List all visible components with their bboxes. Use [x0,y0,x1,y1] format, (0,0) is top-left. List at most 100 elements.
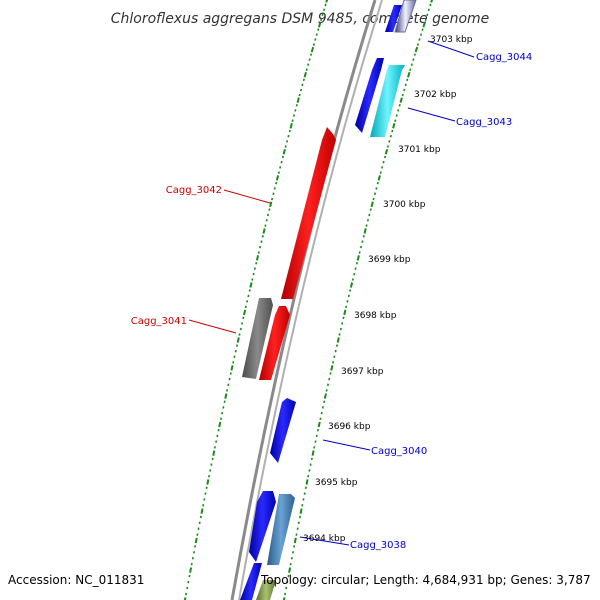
gene-label-cagg-3042[interactable]: Cagg_3042 [166,185,222,196]
outer-ring-tick [375,187,378,190]
leader-cagg-3042 [223,189,271,204]
inner-ring-tick [251,278,254,281]
scale-label-3697: 3697 kbp [341,367,384,377]
outer-ring-tick [369,208,372,211]
feature-cagg-3043[interactable] [370,65,405,137]
inner-ring-tick [269,201,273,208]
inner-ring-tick [275,175,280,181]
inner-ring-tick [307,63,310,66]
outer-ring-tick [288,567,292,573]
inner-ring-tick [218,421,222,428]
outer-ring-tick [353,272,356,276]
outer-ring-tick [354,267,357,270]
outer-ring-tick [407,71,411,78]
gene-label-cagg-3044[interactable]: Cagg_3044 [476,52,532,63]
inner-ring-tick [298,93,301,97]
gene-label-cagg-3041[interactable]: Cagg_3041 [131,316,187,327]
scale-label-3703: 3703 kbp [430,35,473,45]
feature-cagg-3042[interactable] [281,127,336,299]
inner-ring-tick [279,166,282,169]
outer-ring-tick [317,421,321,428]
outer-ring-tick [384,148,389,155]
outer-ring-tick [323,393,327,399]
inner-ring-tick [291,119,294,122]
feature-cagg-3041[interactable] [259,306,290,380]
outer-ring-tick [345,305,348,309]
outer-ring-tick [426,13,429,17]
outer-ring-tick [403,88,406,92]
inner-ring-tick [255,262,258,265]
inner-ring-tick [317,21,322,28]
feature-olive-gene[interactable] [256,580,276,600]
feature-cagg-3040[interactable] [270,398,296,463]
outer-ring-tick [293,537,297,544]
leader-cagg-3044 [427,40,475,58]
outer-ring-tick [349,282,354,288]
feature-cagg-3044-partner[interactable] [394,0,417,33]
outer-ring-tick [382,160,385,164]
inner-ring-tick [317,28,320,31]
outer-ring-tick [355,261,358,265]
inner-ring-tick [230,365,234,371]
label-leaders [188,40,475,546]
inner-ring-tick [262,228,266,234]
inner-ring-tick [264,224,267,227]
outer-ring-tick [422,21,426,28]
outer-ring-tick [406,78,409,82]
scale-label-3696: 3696 kbp [328,422,371,432]
inner-ring-tick [243,309,247,316]
leader-cagg-3043 [407,107,456,122]
feature-gray-gene[interactable] [242,298,273,379]
outer-ring-tick [333,355,336,359]
outer-ring-tick [363,228,367,234]
feature-blue-upper[interactable] [355,58,384,133]
outer-ring-tick [419,33,423,36]
reverse-strand-features [242,127,336,380]
outer-ring-tick [410,63,413,66]
forward-strand-features [240,0,417,600]
inner-ring-tick [280,160,283,164]
outer-ring-tick [330,365,334,371]
inner-ring-tick [247,294,250,298]
inner-ring-tick [281,155,284,159]
gene-label-cagg-3040[interactable]: Cagg_3040 [371,446,427,457]
feature-steel-gene[interactable] [267,494,295,565]
outer-ring-tick [379,171,382,174]
feature-cagg-3038[interactable] [249,491,276,562]
inner-ring-tick [305,68,308,71]
outer-ring-tick [335,344,338,347]
inner-ring-tick [257,251,260,254]
outer-ring-tick [305,479,309,485]
outer-ring-tick [342,316,345,320]
outer-ring-tick [397,109,400,112]
outer-ring-tick [343,309,347,316]
feature-cagg-3044[interactable] [385,5,402,32]
feature-blue-lower[interactable] [240,563,262,600]
inner-ring-tick [224,393,228,399]
outer-ring-tick [429,3,432,7]
outer-ring-tick [404,83,407,87]
outer-ring-tick [370,201,374,208]
outer-ring-tick [311,450,315,456]
inner-ring-tick [299,88,303,92]
inner-ring-tick [315,33,318,36]
gene-label-cagg-3043[interactable]: Cagg_3043 [456,117,512,128]
inner-ring-tick [282,148,286,155]
inner-ring-tick [302,78,305,82]
outer-ring-tick [351,278,354,281]
scale-label-3700: 3700 kbp [383,200,426,210]
inner-ring-tick [295,104,298,107]
inner-ring-tick [321,13,324,17]
gene-labels: Cagg_3044 Cagg_3043 Cagg_3040 Cagg_3038 … [131,52,533,551]
inner-ring-tick [244,305,247,309]
inner-ring-tick [212,450,216,456]
inner-tick-ring [183,0,329,600]
outer-ring-tick [365,224,368,227]
map-title: Chloroflexus aggregans DSM 9485, complet… [111,11,490,27]
outer-ring-tick [412,58,415,61]
outer-ring-tick [416,43,420,46]
inner-ring-tick [194,537,198,544]
inner-ring-tick [267,213,270,217]
gene-label-cagg-3038[interactable]: Cagg_3038 [350,540,406,551]
